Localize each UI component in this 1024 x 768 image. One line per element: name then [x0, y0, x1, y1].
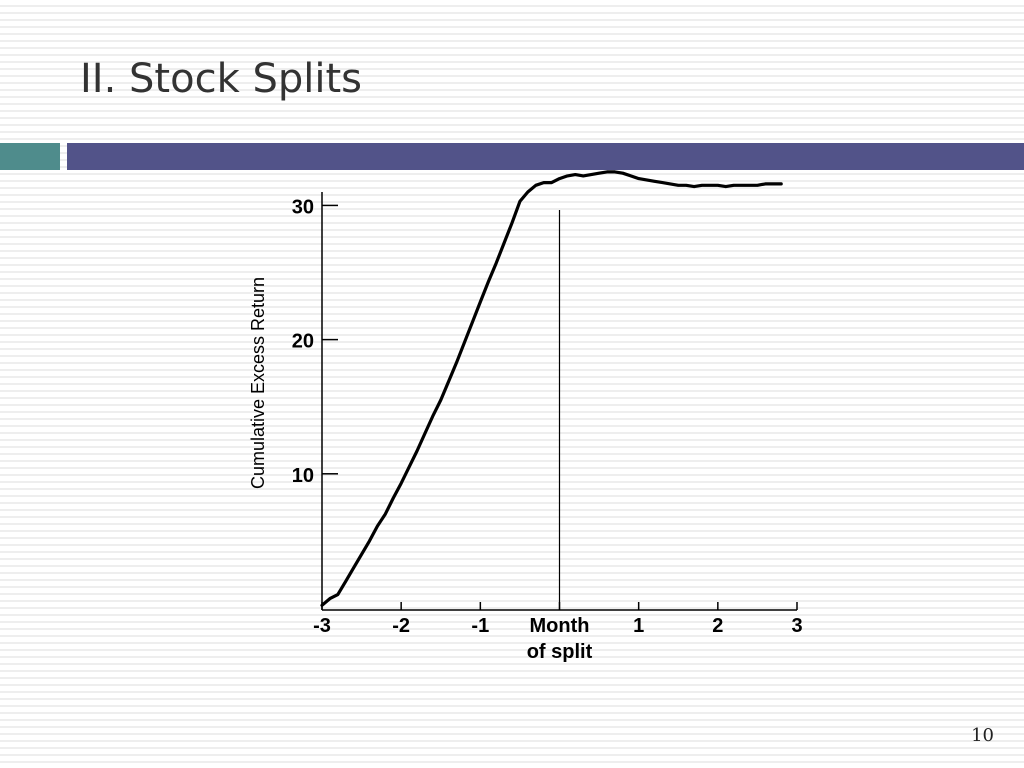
- x-tick-label--3: -3: [313, 615, 331, 637]
- slide-title: II. Stock Splits: [80, 56, 362, 102]
- y-tick-label-10: 10: [292, 465, 314, 487]
- header-accent-bar-purple: [67, 143, 1024, 170]
- x-tick-label--1: -1: [471, 615, 489, 637]
- x-tick-label-2: 2: [712, 615, 723, 637]
- x-tick-label--2: -2: [392, 615, 410, 637]
- x-tick-label-0-line2: of split: [527, 641, 593, 663]
- y-axis-title: Cumulative Excess Return: [248, 277, 268, 489]
- header-accent-bar-teal: [0, 143, 60, 170]
- y-tick-label-20: 20: [292, 331, 314, 353]
- x-tick-label-1: 1: [633, 615, 644, 637]
- series-line-0: [320, 170, 783, 607]
- x-tick-label-0: Month: [530, 615, 590, 637]
- page-number: 10: [971, 725, 994, 746]
- y-tick-label-30: 30: [292, 196, 314, 218]
- x-tick-label-3: 3: [791, 615, 802, 637]
